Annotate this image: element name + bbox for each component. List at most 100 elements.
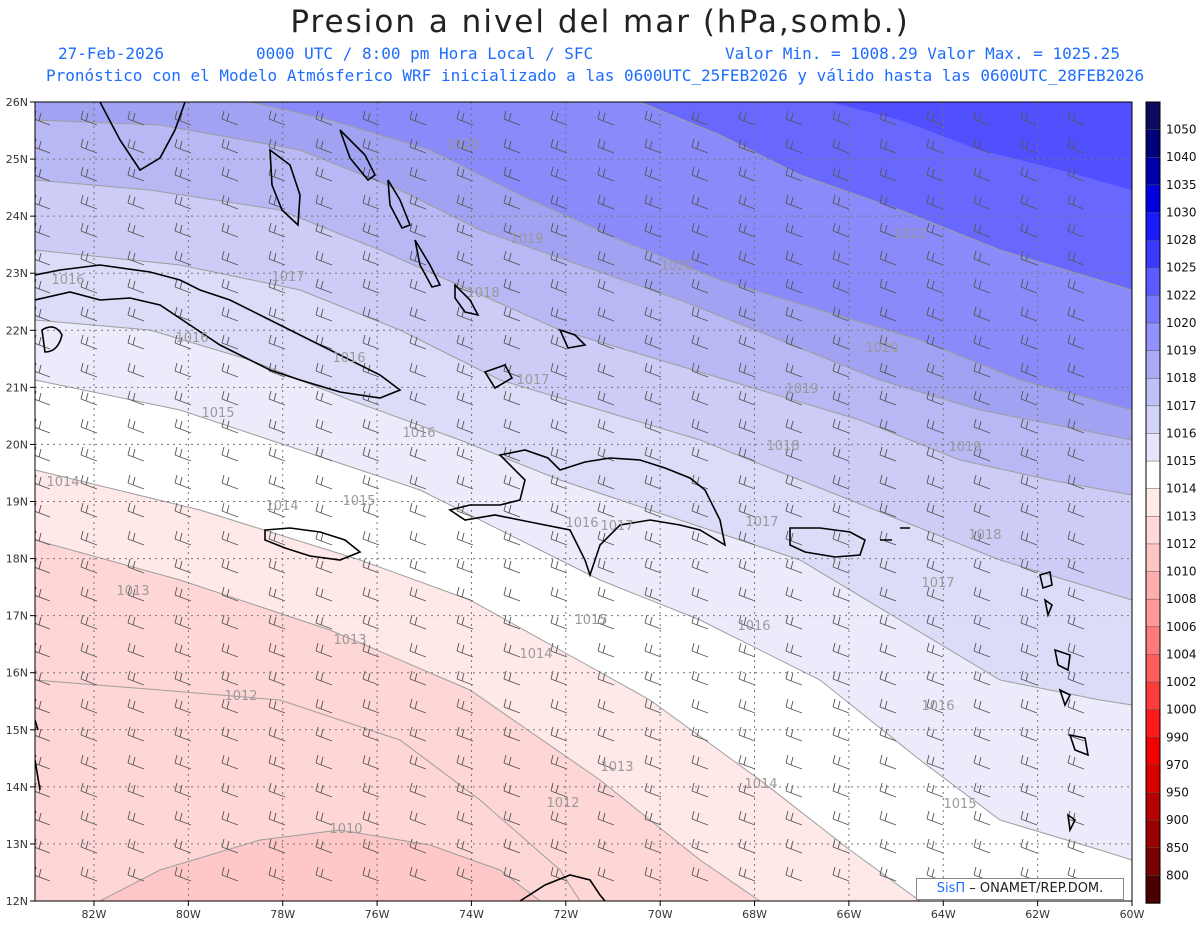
wind-barb xyxy=(738,138,756,154)
wind-barb xyxy=(409,138,427,154)
wind-barb xyxy=(315,110,333,126)
wind-barb xyxy=(362,866,380,882)
wind-barb xyxy=(691,110,709,126)
wind-barb xyxy=(1020,278,1038,294)
wind-barb xyxy=(879,838,897,854)
wind-barb xyxy=(503,866,521,882)
bahamas-long xyxy=(414,239,442,288)
value-range: Valor Min. = 1008.29 Valor Max. = 1025.2… xyxy=(725,44,1120,63)
lat-label: 26N xyxy=(6,96,28,109)
lat-label: 23N xyxy=(6,267,28,280)
wind-barb xyxy=(926,502,944,518)
colorbar-swatch xyxy=(1145,737,1161,766)
wind-barb xyxy=(315,642,333,658)
wind-barb xyxy=(926,642,944,658)
wind-barb xyxy=(644,334,662,350)
wind-barb xyxy=(35,166,51,182)
wind-barb xyxy=(973,222,991,238)
wind-barb xyxy=(879,278,897,294)
wind-barb xyxy=(832,614,850,630)
wind-barb xyxy=(785,698,803,714)
wind-barb xyxy=(409,418,427,434)
wind-barb xyxy=(926,334,944,350)
wind-barb xyxy=(926,782,944,798)
colorbar-label: 1035 xyxy=(1166,178,1197,192)
lon-label: 70W xyxy=(648,908,673,921)
wind-barb xyxy=(221,810,239,826)
wind-barb xyxy=(691,586,709,602)
wind-barb xyxy=(738,698,756,714)
wind-barb xyxy=(550,642,568,658)
wind-barb xyxy=(832,250,850,266)
wind-barb xyxy=(785,166,803,182)
wind-barb xyxy=(550,306,568,322)
colorbar-swatch xyxy=(1145,488,1161,518)
wind-barb xyxy=(221,502,239,518)
wind-barb xyxy=(785,138,803,154)
wind-barb xyxy=(644,782,662,798)
wind-barb xyxy=(456,166,474,182)
wind-barb xyxy=(221,614,239,630)
wind-barb xyxy=(785,502,803,518)
wind-barb xyxy=(1067,754,1085,770)
wind-barb xyxy=(174,278,192,294)
wind-barb xyxy=(973,502,991,518)
wind-barb xyxy=(127,530,145,546)
wind-barb xyxy=(1067,614,1085,630)
colorbar-swatch xyxy=(1145,875,1161,904)
wind-barb xyxy=(691,166,709,182)
south-america-coast xyxy=(519,874,606,901)
wind-barb xyxy=(597,278,615,294)
wind-barb xyxy=(597,418,615,434)
wind-barb xyxy=(926,222,944,238)
wind-barb xyxy=(832,418,850,434)
wind-barb xyxy=(315,446,333,462)
wind-barb xyxy=(35,838,51,854)
wind-barb xyxy=(691,782,709,798)
wind-barb xyxy=(409,838,427,854)
bahamas-inagua xyxy=(483,364,514,390)
wind-barb xyxy=(550,530,568,546)
wind-barb xyxy=(35,418,51,434)
wind-barb xyxy=(362,530,380,546)
colorbar-label: 1013 xyxy=(1166,509,1197,523)
colorbar-swatch xyxy=(1145,212,1161,241)
wind-barb xyxy=(503,698,521,714)
lat-label: 19N xyxy=(6,496,28,509)
lat-label: 17N xyxy=(6,610,28,623)
wind-barb xyxy=(315,250,333,266)
wind-barb xyxy=(973,726,991,742)
wind-barb xyxy=(503,754,521,770)
wind-barb xyxy=(127,670,145,686)
wind-barb xyxy=(127,586,145,602)
wind-barb xyxy=(926,390,944,406)
wind-barb xyxy=(1020,586,1038,602)
wind-barb xyxy=(35,362,51,378)
wind-barb xyxy=(503,306,521,322)
wind-barb xyxy=(973,138,991,154)
wind-barb xyxy=(80,446,98,462)
wind-barb xyxy=(832,866,850,882)
wind-barb xyxy=(503,530,521,546)
wind-barb xyxy=(879,642,897,658)
isobar-label: 1017 xyxy=(516,373,549,388)
wind-barb xyxy=(362,782,380,798)
wind-barb xyxy=(973,670,991,686)
wind-barb xyxy=(738,502,756,518)
colorbar-swatch xyxy=(1145,433,1161,462)
hispaniola-coast xyxy=(448,449,727,578)
isobar-label: 1014 xyxy=(519,647,552,662)
isobar-label: 1010 xyxy=(329,822,362,837)
wind-barb xyxy=(691,698,709,714)
wind-barb xyxy=(832,838,850,854)
colorbar-swatch xyxy=(1145,350,1161,379)
wind-barb xyxy=(550,502,568,518)
wind-barb xyxy=(832,222,850,238)
wind-barb xyxy=(503,390,521,406)
wind-barb xyxy=(409,670,427,686)
wind-barb xyxy=(221,418,239,434)
wind-barb xyxy=(973,838,991,854)
wind-barb xyxy=(973,194,991,210)
wind-barb xyxy=(1020,110,1038,126)
colorbar-swatch xyxy=(1145,598,1161,628)
